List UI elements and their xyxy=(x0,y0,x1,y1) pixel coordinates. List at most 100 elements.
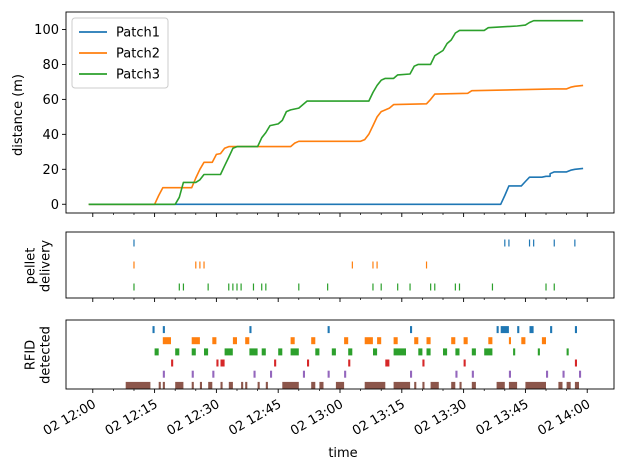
rfid-mark xyxy=(290,337,295,345)
rfid-mark xyxy=(175,381,184,389)
legend-label-patch2: Patch2 xyxy=(116,47,160,62)
rfid-mark xyxy=(418,348,423,356)
rfid-mark xyxy=(525,381,546,389)
rfid-mark xyxy=(508,337,511,345)
rfid-mark xyxy=(377,337,382,345)
x-tick-label: 02 12:00 xyxy=(41,397,99,439)
rfid-mark xyxy=(451,381,456,389)
rfid-mark xyxy=(422,359,425,367)
rfid-mark xyxy=(348,359,351,367)
rfid-mark xyxy=(270,370,273,378)
rfid-mark xyxy=(344,337,349,345)
rfid-mark xyxy=(245,337,250,345)
legend-label-patch1: Patch1 xyxy=(116,26,160,41)
rfid-mark xyxy=(249,348,258,356)
rfid-mark xyxy=(414,381,417,389)
rfid-mark xyxy=(245,381,248,389)
x-tick-label: 02 13:15 xyxy=(350,397,408,439)
rfid-mark xyxy=(191,370,194,378)
rfid-mark xyxy=(471,348,476,356)
axis-label-line: detected xyxy=(39,326,54,384)
rfid-mark xyxy=(558,381,563,389)
series-line-patch3 xyxy=(88,19,584,206)
rfid-mark xyxy=(508,381,518,389)
rfid-mark xyxy=(410,326,413,334)
rfid-mark xyxy=(393,381,411,389)
rfid-mark xyxy=(125,381,151,389)
rfid-mark xyxy=(311,381,316,389)
rfid-mark xyxy=(496,326,499,334)
rfid-mark xyxy=(311,337,316,345)
rfid-mark xyxy=(199,381,202,389)
rfid-mark xyxy=(364,337,373,345)
x-tick-label: 02 13:00 xyxy=(288,397,346,439)
rfid-mark xyxy=(216,359,219,367)
x-tick-label: 02 14:00 xyxy=(535,397,593,439)
rfid-mark xyxy=(224,348,233,356)
rfid-mark xyxy=(455,348,460,356)
x-tick-label: 02 12:15 xyxy=(103,397,161,439)
rfid-mark xyxy=(574,359,577,367)
rfid-mark xyxy=(463,359,466,367)
rfid-mark xyxy=(257,381,260,389)
rfid-mark xyxy=(364,381,386,389)
rfid-mark xyxy=(162,326,165,334)
rfid-mark xyxy=(204,348,209,356)
rfid-mark xyxy=(315,348,320,356)
rfid-mark xyxy=(385,359,390,367)
rfid-mark xyxy=(212,337,217,345)
rfid-mark xyxy=(422,381,425,389)
rfid-mark xyxy=(443,348,448,356)
y-tick-label: 80 xyxy=(42,58,59,73)
rfid-mark xyxy=(253,370,256,378)
rfid-mark xyxy=(430,381,439,389)
rfid-mark xyxy=(579,370,582,378)
rfid-mark xyxy=(212,370,215,378)
rfid-mark xyxy=(574,381,579,389)
distance-axis-label: distance (m) xyxy=(11,74,26,156)
rfid-mark xyxy=(265,381,268,389)
axis-label-line: RFID xyxy=(24,340,39,370)
rfid-mark xyxy=(459,381,462,389)
rfid-mark xyxy=(220,359,225,367)
rfid-mark xyxy=(331,348,336,356)
x-tick-label: 02 13:45 xyxy=(474,397,532,439)
rfid-mark xyxy=(191,381,194,389)
rfid-mark xyxy=(537,348,540,356)
y-tick-label: 20 xyxy=(42,163,59,178)
rfid-mark xyxy=(546,370,549,378)
rfid-mark xyxy=(232,337,237,345)
rfid-mark xyxy=(451,337,456,345)
rfid-mark xyxy=(191,348,196,356)
rfid-mark xyxy=(191,337,200,345)
plot-content xyxy=(88,19,584,389)
rfid-mark xyxy=(327,370,330,378)
rfid-mark xyxy=(344,370,347,378)
rfid-mark xyxy=(319,381,324,389)
rfid-mark xyxy=(521,337,526,345)
rfid-mark xyxy=(414,337,419,345)
y-tick-label: 0 xyxy=(51,198,59,213)
rfid-mark xyxy=(393,337,398,345)
rfid-mark xyxy=(154,348,159,356)
rfid-mark xyxy=(566,348,569,356)
rfid-mark xyxy=(282,381,299,389)
rfid-mark xyxy=(274,359,277,367)
rfid-mark xyxy=(278,348,283,356)
series-line-patch2 xyxy=(88,84,584,206)
rfid-mark xyxy=(463,337,468,345)
rfid-mark xyxy=(152,326,155,334)
rfid-mark xyxy=(471,381,476,389)
rfid-mark xyxy=(162,337,171,345)
rfid-mark xyxy=(496,381,505,389)
pellet-plot-frame xyxy=(65,231,615,299)
pellet-axis-label: pelletdelivery xyxy=(24,240,54,293)
series-line-patch1 xyxy=(88,167,584,206)
rfid-mark xyxy=(228,381,233,389)
rfid-mark xyxy=(529,326,534,334)
rfid-mark xyxy=(574,326,577,334)
rfid-mark xyxy=(566,381,571,389)
rfid-mark xyxy=(175,348,180,356)
rfid-mark xyxy=(393,348,406,356)
